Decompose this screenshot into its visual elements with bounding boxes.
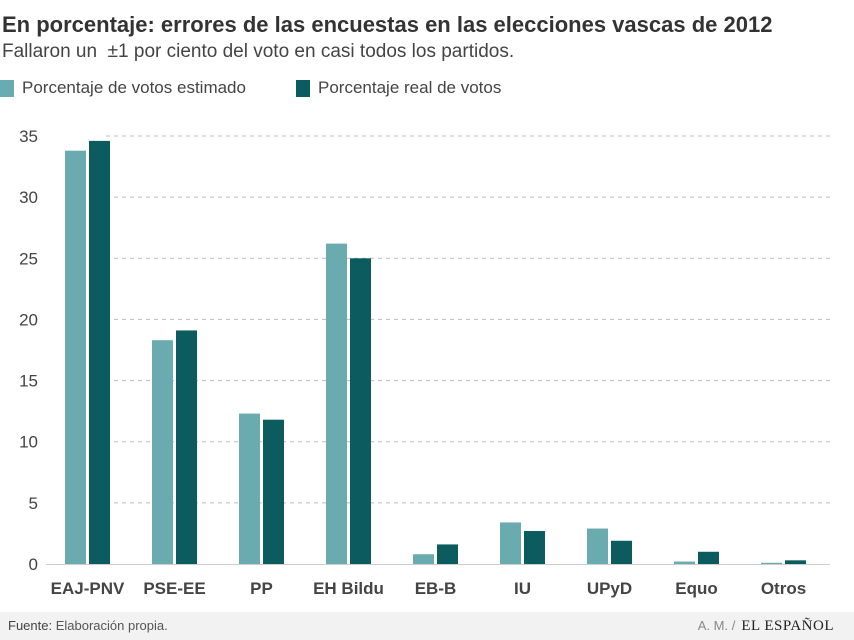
footer-source-text: Elaboración propia. [55, 618, 168, 633]
legend-label-real: Porcentaje real de votos [318, 78, 502, 97]
bar-real-eb-b [437, 544, 458, 564]
bar-chart: 0 5 10 15 20 25 30 35 EAJ-PNV PSE-EE PP EH Bildu EB-… [19, 127, 830, 598]
legend-label-estimated: Porcentaje de votos estimado [22, 78, 246, 97]
bar-real-otros [785, 560, 806, 564]
y-tick-label-35: 35 [19, 127, 38, 146]
footer-credit: A. M. / EL ESPAÑOL [698, 618, 834, 635]
footer-author: A. M. / [697, 618, 736, 633]
legend-swatch-real [296, 79, 310, 97]
bar-estimated-eaj-pnv [65, 150, 86, 564]
bar-real-eaj-pnv [89, 140, 110, 565]
legend-item-estimated: Porcentaje de votos estimado [0, 78, 246, 98]
footer-brand-logo: EL ESPAÑOL [741, 618, 834, 634]
x-tick-label-iu: IU [514, 579, 531, 598]
chart-title: En porcentaje: errores de las encuestas … [2, 12, 773, 37]
y-tick-label-15: 15 [19, 372, 38, 391]
bar-estimated-iu [500, 522, 521, 564]
x-tick-label-equo: Equo [675, 579, 718, 598]
legend-swatch-estimated [0, 79, 14, 97]
x-tick-label-upyd: UPyD [587, 579, 632, 598]
bar-real-equo [698, 551, 719, 564]
bar-estimated-otros [761, 562, 782, 564]
x-tick-label-eaj-pnv: EAJ-PNV [51, 579, 125, 598]
y-tick-label-5: 5 [29, 494, 38, 513]
x-tick-label-pse-ee: PSE-EE [143, 579, 205, 598]
bar-estimated-eh-bildu [326, 243, 347, 564]
bar-estimated-eb-b [413, 554, 434, 564]
bar-estimated-upyd [587, 528, 608, 564]
bar-estimated-pp [239, 413, 260, 564]
bar-estimated-equo [674, 561, 695, 564]
x-tick-label-otros: Otros [761, 579, 806, 598]
x-tick-label-eh-bildu: EH Bildu [313, 579, 384, 598]
footer-source-label: Fuente: [8, 618, 53, 633]
y-tick-label-10: 10 [19, 433, 38, 452]
y-tick-label-0: 0 [29, 555, 38, 574]
y-tick-label-30: 30 [19, 188, 38, 207]
legend-item-real: Porcentaje real de votos [296, 78, 501, 98]
x-tick-label-eb-b: EB-B [415, 579, 457, 598]
bar-real-eh-bildu [350, 258, 371, 564]
bar-real-pp [263, 419, 284, 564]
footer-source: Fuente: Elaboración propia. [8, 618, 168, 633]
footer: Fuente: Elaboración propia. A. M. / EL E… [0, 612, 854, 640]
x-tick-label-pp: PP [250, 579, 273, 598]
bar-real-upyd [611, 540, 632, 564]
bar-real-pse-ee [176, 330, 197, 564]
chart-subtitle: Fallaron un ±1 por ciento del voto en ca… [2, 41, 515, 62]
bar-real-iu [524, 530, 545, 564]
y-tick-label-20: 20 [19, 310, 38, 329]
y-tick-label-25: 25 [19, 249, 38, 268]
bar-estimated-pse-ee [152, 340, 173, 564]
